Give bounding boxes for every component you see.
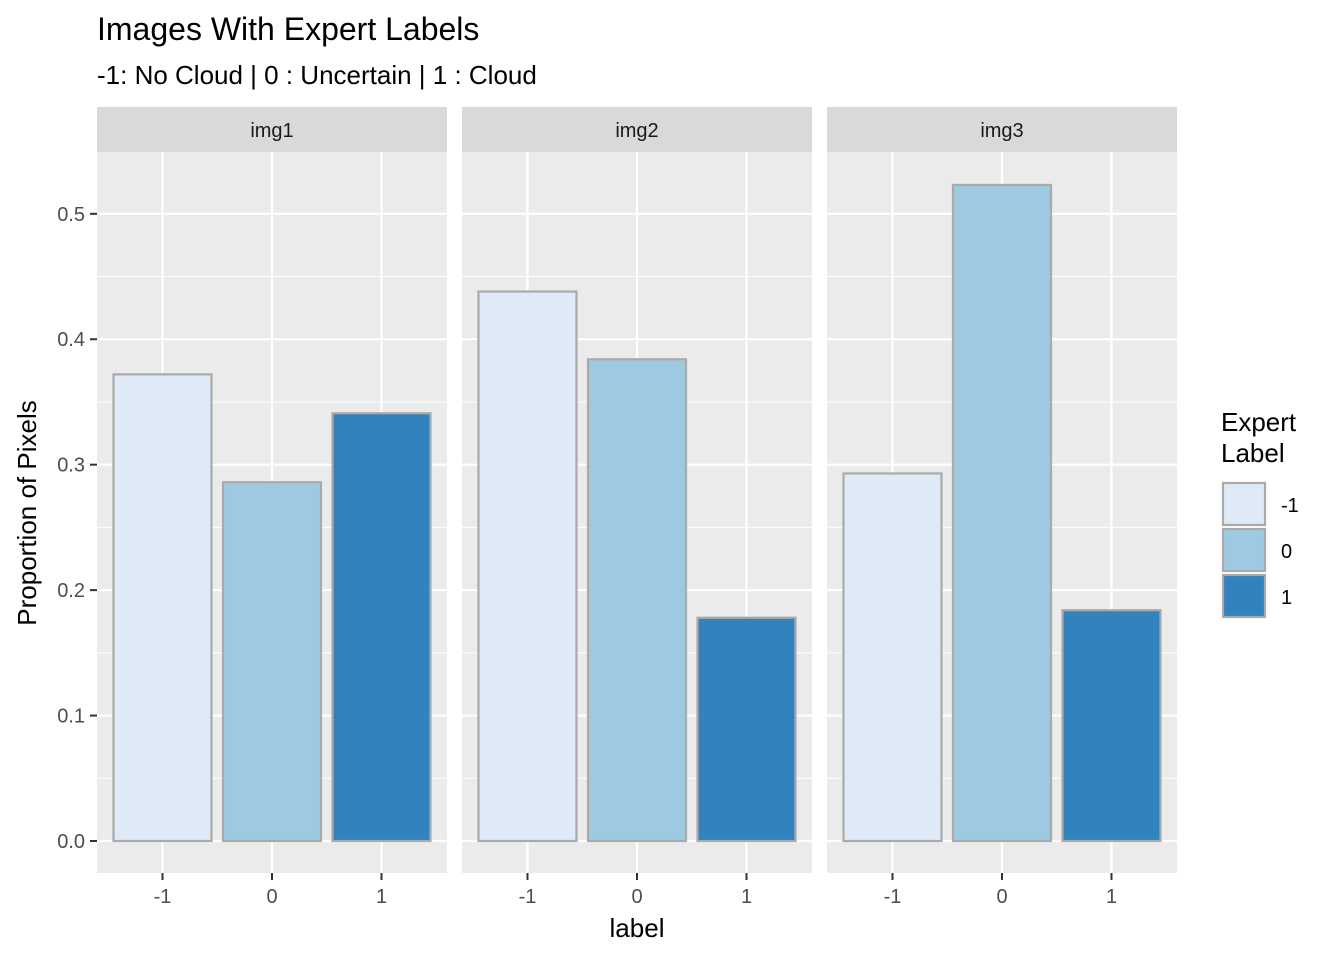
legend-label: 0 [1281,541,1292,563]
facet-strip [827,107,1177,152]
facet-panels: -1 0 1 img1 -1 0 1 img2 -1 0 1 img3 [97,107,1177,908]
bar-img3--1 [842,472,943,843]
x-tick-label: 1 [741,886,752,908]
bar-img1-0 [221,481,323,843]
facet-panel-img1: -1 0 1 img1 [97,107,447,908]
bar-img3-0 [951,183,1053,843]
facet-strip [97,107,447,152]
chart-subtitle: -1: No Cloud | 0 : Uncertain | 1 : Cloud [97,60,537,90]
legend-key-1 [1221,573,1267,619]
bar-img2-1 [696,616,797,843]
legend-title-line: Label [1221,438,1285,468]
x-tick-label: 0 [631,886,642,908]
y-axis-title: Proportion of Pixels [12,400,42,625]
x-tick-label: -1 [154,886,172,908]
legend-label: 1 [1281,587,1292,609]
x-tick-label: 0 [996,886,1007,908]
y-axis: 0.0 0.1 0.2 0.3 0.4 0.5 [57,204,97,853]
y-tick-label: 0.3 [57,455,85,477]
facet-strip-label: img3 [980,120,1023,142]
bar-img1--1 [112,373,213,843]
facet-strip [462,107,812,152]
x-tick-label: 1 [1106,886,1117,908]
y-tick-label: 0.5 [57,204,85,226]
legend-label: -1 [1281,495,1299,517]
legend-key-0 [1221,527,1267,573]
bar-img2--1 [477,290,578,843]
y-tick-label: 0.4 [57,329,85,351]
y-tick-label: 0.0 [57,831,85,853]
legend-title: Expert Label [1221,407,1297,468]
x-tick-label: 0 [266,886,277,908]
legend-key--1 [1221,481,1267,527]
bar-img3-1 [1061,609,1162,843]
bar-img1-1 [331,412,432,843]
y-tick-label: 0.2 [57,580,85,602]
facet-panel-img2: -1 0 1 img2 [462,107,812,908]
chart-title: Images With Expert Labels [97,11,479,47]
x-tick-label: -1 [884,886,902,908]
legend-title-line: Expert [1221,407,1297,437]
y-tick-label: 0.1 [57,706,85,728]
x-axis-title: label [610,913,665,943]
facet-panel-img3: -1 0 1 img3 [827,107,1177,908]
facet-strip-label: img2 [615,120,658,142]
x-tick-label: 1 [376,886,387,908]
legend: Expert Label -1 0 1 [1221,407,1299,619]
x-tick-label: -1 [519,886,537,908]
facet-strip-label: img1 [250,120,293,142]
bar-img2-0 [586,358,688,843]
